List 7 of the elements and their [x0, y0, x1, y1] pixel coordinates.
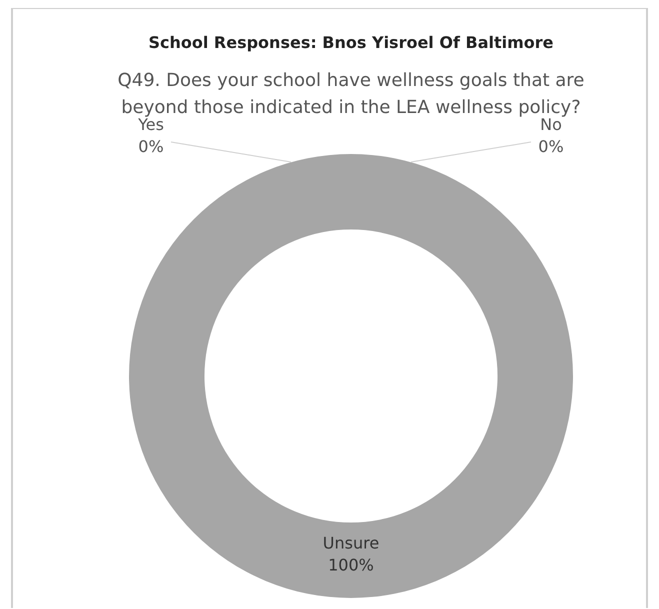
- text: 0%: [538, 137, 564, 156]
- data-label: 100%: [328, 555, 374, 574]
- text: 0%: [138, 137, 164, 156]
- category-label: No: [540, 115, 562, 134]
- slice-label: Unsure: [322, 533, 380, 552]
- chart-title: School Responses: Bnos Yisroel Of Baltimore: [148, 33, 554, 52]
- chart-subtitle: Q49. Does your school have wellness goals that are beyond those indicated in the LEA wellness policy?: [118, 70, 584, 118]
